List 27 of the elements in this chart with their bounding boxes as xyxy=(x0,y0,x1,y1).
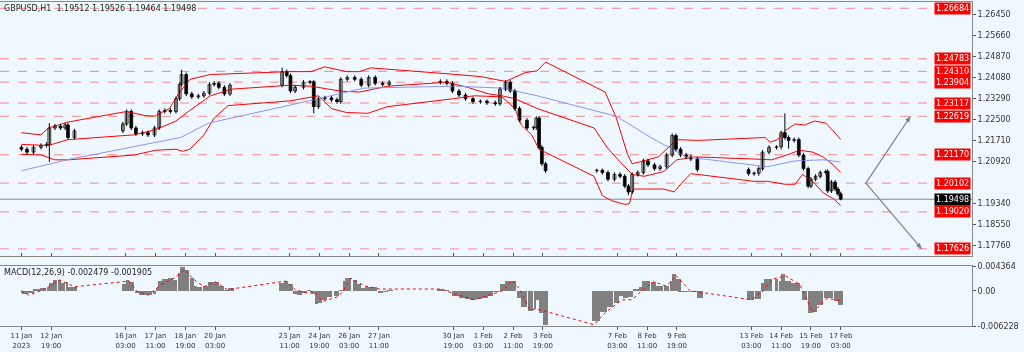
y-tick-label: 0.00 xyxy=(977,286,996,296)
y-tick-label: 1.24080 xyxy=(977,73,1011,83)
ref-line-label: 1.23904 xyxy=(936,78,970,87)
y-tick-label: 1.21710 xyxy=(977,136,1011,146)
ref-line-label: 1.19498 xyxy=(936,195,970,204)
chart-title: GBPUSD,H1 1.19512 1.19526 1.19464 1.19498 xyxy=(4,3,197,13)
ref-line-label: 1.20102 xyxy=(936,179,970,188)
ref-line-label: 1.22619 xyxy=(936,112,970,121)
ref-line-label: 1.26684 xyxy=(936,4,970,13)
y-tick-label: -0.006228 xyxy=(977,321,1019,331)
y-tick-label: 1.22500 xyxy=(977,115,1011,125)
y-tick-label: 1.23290 xyxy=(977,94,1011,104)
ref-line-label: 1.23117 xyxy=(936,99,970,108)
y-tick-label: 1.18550 xyxy=(977,220,1011,230)
y-tick-label: 0.004364 xyxy=(977,261,1016,271)
ref-line-label: 1.19020 xyxy=(936,207,970,216)
y-tick-label: 1.20920 xyxy=(977,157,1011,167)
y-tick-label: 1.24870 xyxy=(977,52,1011,62)
ref-line-label: 1.17626 xyxy=(936,244,970,253)
y-tick-label: 1.26450 xyxy=(977,10,1011,20)
y-tick-label: 1.17760 xyxy=(977,241,1011,251)
ref-line-label: 1.24783 xyxy=(936,54,970,63)
ref-line-label: 1.24310 xyxy=(936,67,970,76)
ref-line-label: 1.21170 xyxy=(936,150,970,159)
chart-title: MACD(12,26,9) -0.002479 -0.001905 xyxy=(4,267,153,277)
y-tick-label: 1.19340 xyxy=(977,199,1011,209)
y-tick-label: 1.25660 xyxy=(977,31,1011,41)
